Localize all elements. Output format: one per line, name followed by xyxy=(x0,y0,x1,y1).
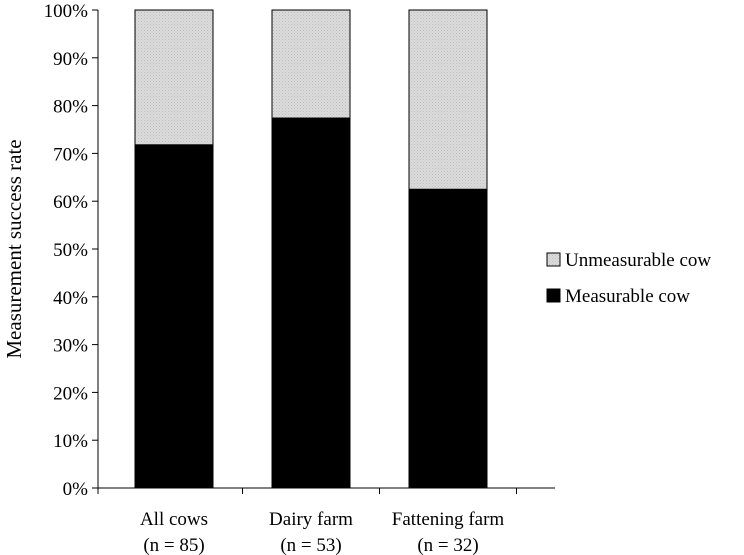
bar-measurable-cow xyxy=(408,188,488,489)
x-tick-label: All cows xyxy=(140,509,208,530)
y-tick-label: 90% xyxy=(53,49,88,70)
legend-label: Unmeasurable cow xyxy=(565,250,711,271)
legend: Unmeasurable cow Measurable cow xyxy=(546,250,711,307)
y-tick-label: 0% xyxy=(63,479,89,500)
legend-swatch xyxy=(546,252,561,267)
y-tick-label: 10% xyxy=(53,431,88,452)
legend-swatch xyxy=(546,288,561,303)
y-axis: 0% 10% 20% 30% 40% 50% 60% 70% 80% 90% 100% xyxy=(44,1,99,500)
y-tick-label: 70% xyxy=(53,144,88,165)
x-axis xyxy=(97,487,555,494)
category-labels: All cows (n = 85) Dairy farm (n = 53) Fatten… xyxy=(140,509,504,555)
x-tick-label: Dairy farm xyxy=(269,509,353,530)
y-tick-label: 50% xyxy=(53,240,88,261)
y-tick-label: 100% xyxy=(44,1,89,22)
bar-measurable-cow xyxy=(271,117,351,489)
legend-label: Measurable cow xyxy=(565,286,690,307)
y-tick-label: 80% xyxy=(53,97,88,118)
y-tick-label: 20% xyxy=(53,383,88,404)
bar-unmeasurable-cow xyxy=(271,9,351,119)
y-tick-label: 30% xyxy=(53,336,88,357)
x-tick-label: (n = 32) xyxy=(417,535,478,555)
bar-unmeasurable-cow xyxy=(134,9,214,146)
bar-unmeasurable-cow xyxy=(408,9,488,190)
y-axis-title: Measurement success rate xyxy=(2,139,26,358)
x-tick-label: (n = 53) xyxy=(280,535,341,555)
y-tick-label: 60% xyxy=(53,192,88,213)
x-tick-label: Fattening farm xyxy=(392,509,505,530)
x-tick-label: (n = 85) xyxy=(143,535,204,555)
bars xyxy=(134,9,488,489)
y-tick-label: 40% xyxy=(53,288,88,309)
bar-measurable-cow xyxy=(134,144,214,489)
